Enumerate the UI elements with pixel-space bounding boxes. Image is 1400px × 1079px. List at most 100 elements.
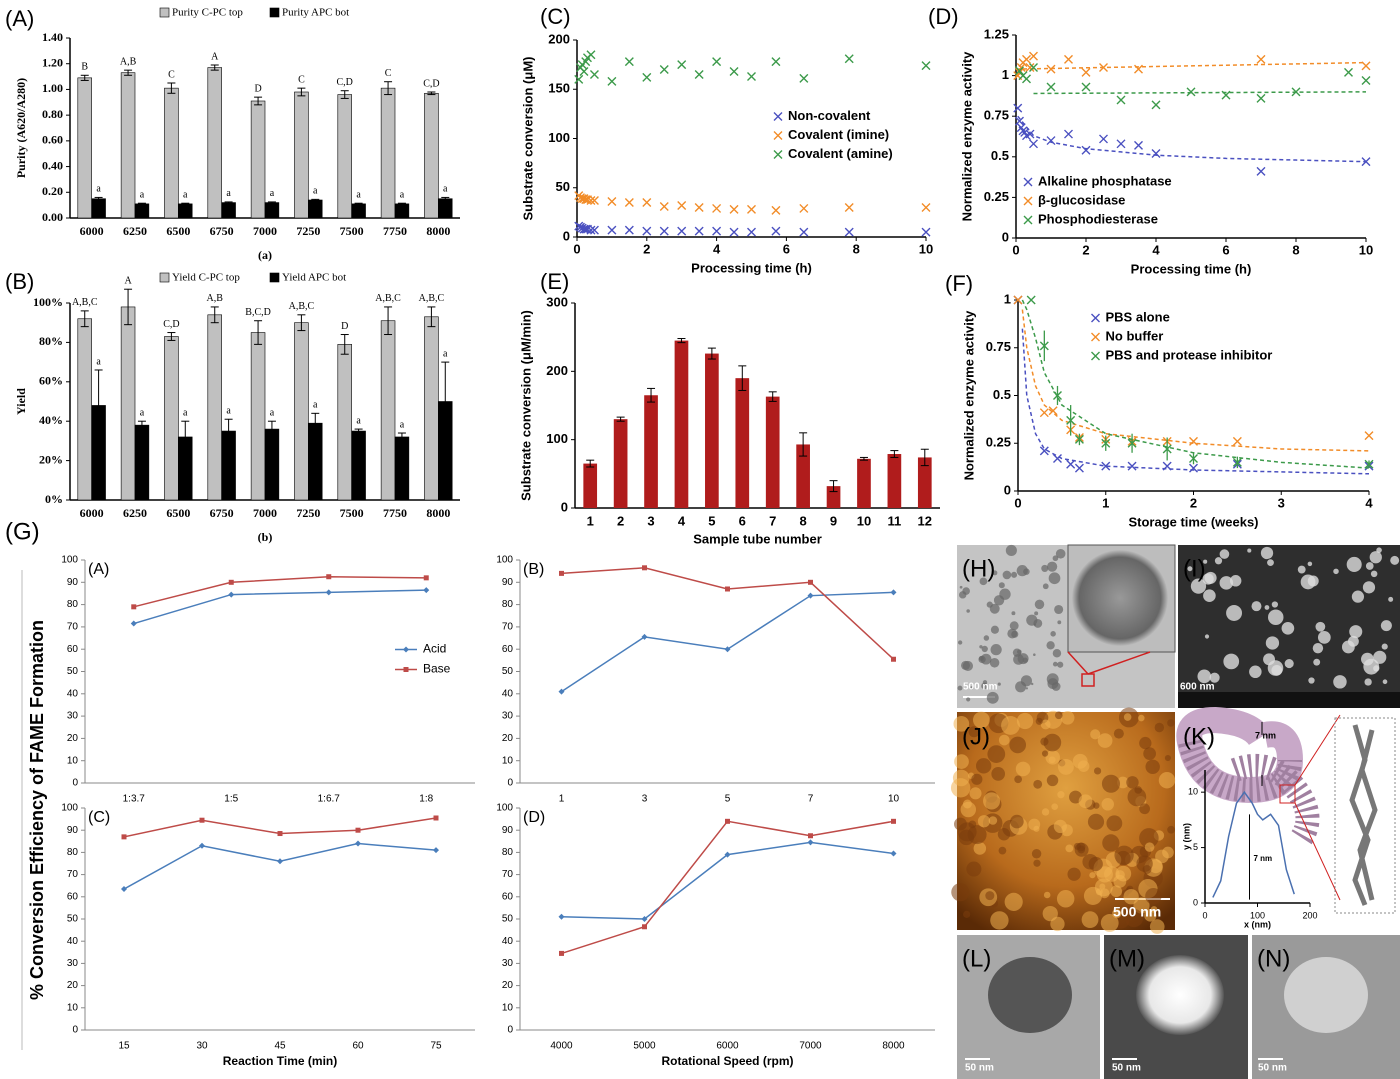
marker (579, 67, 589, 77)
panel-label: (C) (540, 4, 571, 29)
x-axis-title: Processing time (h) (691, 260, 812, 275)
chart: 0 10 20 30 40 50 60 70 80 90 100 (B) 1 3 5 7 10 (496, 555, 935, 805)
texture (1067, 867, 1081, 881)
scale-label: 50 nm (1258, 1063, 1287, 1074)
x-tick-label: 7250 (296, 506, 320, 520)
marker (586, 196, 596, 206)
texture (954, 754, 969, 769)
marker (677, 200, 687, 210)
marker (1039, 446, 1049, 456)
x-tick-label: 8000 (426, 224, 450, 238)
marker (712, 57, 722, 67)
texture (1123, 713, 1132, 721)
y-tick-label: 0.5 (991, 148, 1009, 163)
texture (1202, 573, 1214, 585)
y-tick-label: 0 (1004, 482, 1011, 497)
texture (1284, 659, 1294, 669)
bar (264, 428, 280, 501)
texture (1017, 653, 1029, 665)
texture (1017, 649, 1022, 655)
texture (1031, 849, 1042, 859)
texture (969, 686, 974, 690)
y-tick-label: 1.00 (42, 81, 63, 95)
y-tick-label: 50 (67, 914, 79, 925)
bar-annotation: a (313, 400, 318, 411)
legend-swatch (159, 272, 170, 283)
bar (424, 316, 439, 501)
marker (1022, 74, 1031, 84)
x-axis-title: Processing time (h) (1131, 261, 1252, 276)
x-tick-label: 8 (800, 513, 807, 528)
y-tick-label: 100 (548, 130, 570, 145)
texture (1127, 787, 1147, 807)
x-tick-label: 7500 (340, 224, 364, 238)
marker (1361, 157, 1371, 167)
texture (1011, 611, 1016, 616)
panel-label: (L) (962, 945, 991, 972)
bar (250, 332, 266, 501)
texture (997, 682, 1001, 686)
texture (1046, 774, 1059, 787)
texture (1341, 640, 1355, 654)
y-tick-label: 100 (496, 555, 513, 566)
x-tick-label: 4 (713, 241, 721, 256)
x-tick-label: 8 (853, 241, 860, 256)
marker (921, 227, 931, 237)
marker (1186, 87, 1196, 97)
marker (890, 589, 897, 596)
marker (642, 226, 652, 236)
legend-marker (403, 667, 409, 672)
bar-annotation: A,B,C (72, 297, 98, 308)
bar (765, 396, 780, 508)
y-tick-label: 70 (67, 869, 79, 880)
y-tick-label: 90 (67, 825, 79, 836)
bar (134, 203, 150, 219)
scale-label: 600 nm (1180, 682, 1215, 693)
zoom-lines (1294, 714, 1341, 901)
texture (1058, 758, 1074, 775)
texture (1281, 621, 1295, 635)
marker (844, 54, 854, 64)
legend-label: Covalent (imine) (788, 127, 889, 142)
texture (1307, 561, 1313, 567)
texture (1190, 578, 1207, 594)
texture (973, 842, 987, 855)
x-tick-label: 11 (888, 513, 902, 528)
series-line (561, 820, 894, 955)
texture (979, 577, 988, 586)
marker (642, 72, 652, 82)
texture (1054, 711, 1063, 720)
marker (725, 586, 730, 592)
texture (1004, 892, 1023, 911)
texture (1251, 601, 1262, 612)
texture (963, 910, 971, 918)
texture (1308, 677, 1315, 684)
y-tick-label: 30 (502, 958, 514, 969)
texture (1362, 581, 1376, 594)
marker (1026, 295, 1036, 305)
bar-annotation: a (183, 407, 188, 418)
bar (294, 91, 309, 219)
texture (1143, 747, 1156, 761)
x-tick-label: 2 (617, 513, 624, 528)
legend-label: Yield C-PC top (172, 272, 240, 284)
y-axis-title: y (nm) (1181, 823, 1191, 850)
texture (982, 680, 988, 685)
texture (1041, 750, 1049, 757)
marker (1361, 61, 1371, 71)
marker (1364, 431, 1374, 441)
y-tick-label: 80% (39, 334, 63, 348)
marker (1015, 66, 1024, 76)
texture (986, 691, 999, 704)
series-line (133, 589, 427, 625)
texture (1265, 636, 1280, 650)
marker (277, 858, 283, 865)
bar (796, 444, 810, 508)
texture (1390, 555, 1400, 565)
marker (1162, 444, 1172, 454)
x-tick-label: 7 (769, 513, 776, 528)
texture (1164, 754, 1171, 762)
texture (1315, 621, 1326, 632)
texture (1271, 601, 1279, 608)
texture (1247, 548, 1252, 553)
